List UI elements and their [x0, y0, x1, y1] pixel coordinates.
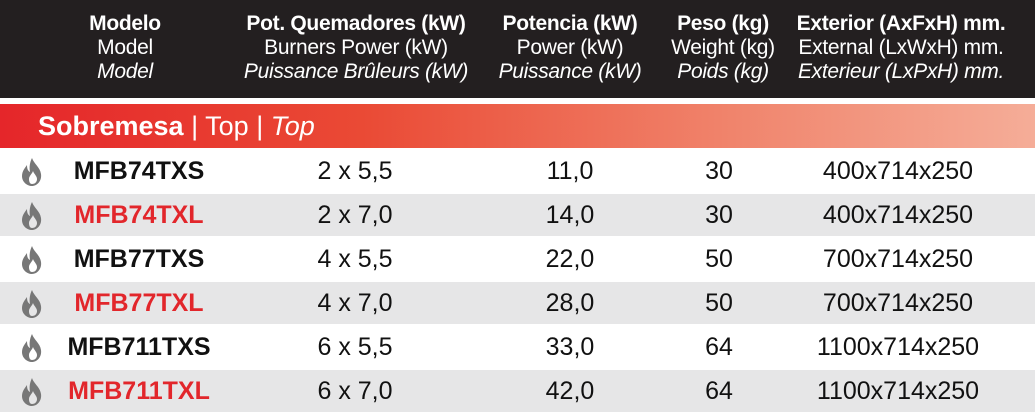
external-cell: 1100x714x250 [816, 333, 980, 361]
header-external-fr: Exterieur (LxPxH) mm. [797, 60, 1005, 83]
burners-cell: 6 x 5,5 [317, 333, 393, 361]
external-cell: 400x714x250 [822, 201, 974, 229]
power-cell: 28,0 [545, 289, 595, 317]
external-cell: 700x714x250 [822, 289, 974, 317]
flame-icon [22, 290, 42, 318]
header-external-dimensions: Exterior (AxFxH) mm. External (LxWxH) mm… [788, 12, 1014, 84]
header-model-es: Modelo [89, 12, 161, 35]
section-title-en: Top [205, 111, 249, 141]
section-title-es: Sobremesa [38, 111, 184, 141]
burners-cell: 2 x 5,5 [317, 157, 393, 185]
model-cell: MFB711TXL [68, 377, 210, 405]
header-weight-en: Weight (kg) [671, 36, 775, 59]
header-weight: Peso (kg) Weight (kg) Poids (kg) [660, 12, 786, 84]
model-cell: MFB74TXL [74, 201, 204, 229]
header-weight-es: Peso (kg) [677, 12, 769, 35]
power-cell: 42,0 [545, 377, 595, 405]
power-cell: 33,0 [545, 333, 595, 361]
header-model-en: Model [97, 36, 153, 59]
weight-cell: 64 [705, 377, 733, 405]
header-power-en: Power (kW) [516, 36, 624, 59]
header-model: Modelo Model Model [60, 12, 190, 84]
section-separator: | [256, 111, 264, 141]
model-cell: MFB711TXS [67, 333, 211, 361]
flame-icon [22, 158, 42, 186]
weight-cell: 30 [705, 201, 733, 229]
header-power-fr: Puissance (kW) [498, 60, 642, 83]
header-burners-power: Pot. Quemadores (kW) Burners Power (kW) … [228, 12, 484, 84]
table-row: MFB77TXL 4 x 7,0 28,0 50 700x714x250 [0, 282, 1035, 324]
power-cell: 22,0 [545, 245, 595, 273]
table-header: Modelo Model Model Pot. Quemadores (kW) … [0, 0, 1035, 98]
model-cell: MFB74TXS [73, 157, 205, 185]
burners-cell: 4 x 5,5 [317, 245, 393, 273]
table-row: MFB711TXL 6 x 7,0 42,0 64 1100x714x250 [0, 370, 1035, 412]
flame-icon [22, 246, 42, 274]
header-burners-fr: Puissance Brûleurs (kW) [243, 60, 469, 83]
flame-icon [22, 378, 42, 406]
weight-cell: 50 [705, 245, 733, 273]
weight-cell: 30 [705, 157, 733, 185]
header-external-en: External (LxWxH) mm. [798, 36, 1004, 59]
header-power: Potencia (kW) Power (kW) Puissance (kW) [490, 12, 650, 84]
section-separator: | [191, 111, 199, 141]
section-title-fr: Top [270, 111, 315, 141]
power-cell: 14,0 [545, 201, 595, 229]
flame-icon [22, 202, 42, 230]
table-row: MFB74TXS 2 x 5,5 11,0 30 400x714x250 [0, 150, 1035, 192]
header-weight-fr: Poids (kg) [677, 60, 769, 83]
burners-cell: 2 x 7,0 [317, 201, 393, 229]
weight-cell: 64 [705, 333, 733, 361]
weight-cell: 50 [705, 289, 733, 317]
section-band: Sobremesa | Top | Top [0, 104, 1035, 148]
table-body: MFB74TXS 2 x 5,5 11,0 30 400x714x250 MFB… [0, 150, 1035, 414]
table-row: MFB74TXL 2 x 7,0 14,0 30 400x714x250 [0, 194, 1035, 236]
header-burners-es: Pot. Quemadores (kW) [246, 12, 466, 35]
model-cell: MFB77TXS [73, 245, 205, 273]
table-row: MFB77TXS 4 x 5,5 22,0 50 700x714x250 [0, 238, 1035, 280]
section-title: Sobremesa | Top | Top [38, 111, 315, 141]
model-cell: MFB77TXL [74, 289, 204, 317]
external-cell: 400x714x250 [822, 157, 974, 185]
external-cell: 700x714x250 [822, 245, 974, 273]
header-burners-en: Burners Power (kW) [264, 36, 448, 59]
power-cell: 11,0 [546, 157, 594, 185]
header-external-es: Exterior (AxFxH) mm. [796, 12, 1006, 35]
table-row: MFB711TXS 6 x 5,5 33,0 64 1100x714x250 [0, 326, 1035, 368]
flame-icon [22, 334, 42, 362]
external-cell: 1100x714x250 [816, 377, 980, 405]
burners-cell: 6 x 7,0 [317, 377, 393, 405]
burners-cell: 4 x 7,0 [317, 289, 393, 317]
header-model-fr: Model [97, 60, 153, 83]
header-power-es: Potencia (kW) [502, 12, 638, 35]
